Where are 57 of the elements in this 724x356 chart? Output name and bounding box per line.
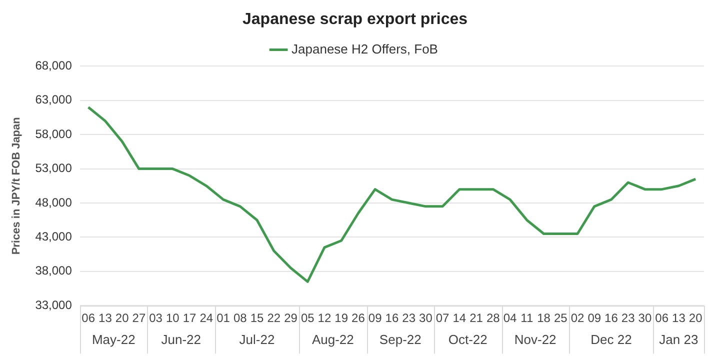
y-tick-label: 48,000 (35, 195, 72, 210)
x-tick-label: 30 (419, 311, 433, 326)
text: Sep-22 (379, 332, 422, 348)
x-tick-label: 17 (182, 311, 197, 326)
x-tick-label: 12 (318, 311, 332, 326)
x-tick-label: 13 (98, 311, 112, 326)
x-tick-label: 26 (352, 311, 366, 326)
x-tick-label: 23 (621, 311, 636, 326)
x-tick-label: 16 (385, 311, 399, 326)
text: Dec 22 (590, 332, 632, 348)
x-tick-label: 30 (638, 311, 652, 326)
x-tick-label: 22 (267, 311, 281, 326)
x-tick-label: 01 (216, 311, 230, 326)
x-tick-label: 20 (688, 311, 703, 326)
y-tick-label: 63,000 (35, 92, 72, 107)
x-tick-label: 25 (554, 311, 568, 326)
x-tick-label: 21 (470, 311, 484, 326)
x-tick-label: 02 (570, 311, 584, 326)
y-tick-label: 43,000 (35, 230, 72, 244)
y-tick-label: 68,000 (35, 58, 72, 73)
x-tick-label: 28 (486, 311, 500, 326)
x-tick-label: 06 (82, 311, 96, 326)
x-tick-label: 27 (132, 311, 146, 326)
x-tick-label: 08 (233, 311, 248, 326)
chart-title: Japanese scrap export prices (242, 11, 468, 28)
x-tick-label: 04 (503, 311, 518, 326)
x-tick-label: 09 (368, 311, 382, 326)
x-tick-label: 23 (402, 311, 416, 326)
x-tick-label: 06 (655, 311, 669, 326)
x-tick-label: 16 (604, 311, 618, 326)
x-tick-label: 10 (166, 311, 180, 326)
x-tick-label: 15 (250, 311, 264, 326)
text: May-22 (92, 332, 136, 348)
legend-label: Japanese H2 Offers, FoB (292, 41, 438, 56)
text: Oct-22 (448, 332, 488, 348)
x-tick-label: 13 (672, 311, 686, 326)
x-tick-label: 29 (284, 311, 298, 326)
x-tick-label: 03 (149, 311, 163, 326)
y-tick-label: 53,000 (35, 161, 72, 176)
text: Jan 23 (659, 332, 698, 348)
x-tick-label: 07 (436, 311, 450, 326)
x-tick-label: 11 (520, 311, 534, 326)
x-tick-label: 19 (334, 311, 348, 326)
y-tick-label: 58,000 (35, 126, 72, 141)
x-tick-label: 09 (588, 311, 602, 326)
y-tick-label: 33,000 (35, 298, 72, 312)
y-tick-label: 38,000 (35, 264, 72, 278)
x-tick-label: 24 (200, 311, 214, 326)
text: Nov-22 (514, 332, 556, 348)
text: Aug-22 (312, 332, 354, 348)
x-tick-label: 20 (115, 311, 130, 326)
x-tick-label: 14 (452, 311, 466, 326)
y-axis-title: Prices in JPY/t FOB Japan (10, 116, 23, 255)
text: Jul-22 (239, 332, 275, 348)
x-tick-label: 05 (300, 311, 315, 326)
x-tick-label: 18 (537, 311, 551, 326)
text: Jun-22 (161, 332, 201, 348)
